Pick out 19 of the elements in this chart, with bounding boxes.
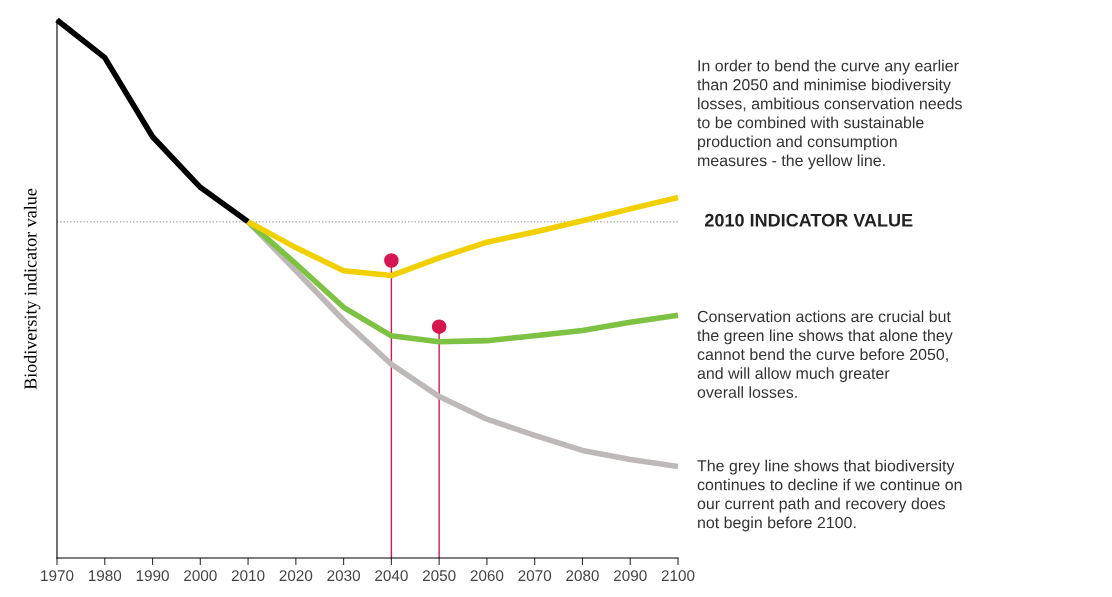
ref-line-label: 2010 INDICATOR VALUE (705, 213, 913, 227)
x-tick-label: 2040 (375, 570, 408, 582)
x-tick-label: 2030 (327, 570, 361, 582)
x-tick-label: 2080 (566, 570, 599, 582)
x-tick-label: 2090 (614, 570, 647, 582)
x-tick-label: 1970 (41, 570, 74, 582)
text: Conservation actions are crucial but the green line shows that alone they cannot bend the curve before 2050, and will allow much greater overall losses. (697, 310, 953, 398)
x-tick-label: 2000 (184, 570, 217, 582)
text: In order to bend the curve any earlier than 2050 and minimise biodiversity losses, ambitious conservation needs to be combined with sustainable production and consumption measures - the yellow line. (697, 59, 962, 170)
x-tick-label: 2050 (422, 570, 456, 582)
x-tick-label: 1990 (136, 570, 169, 582)
y-axis-title: Biodiversity indicator value (23, 188, 41, 390)
x-tick-label: 2020 (279, 570, 313, 582)
x-tick-label: 1980 (88, 570, 122, 582)
x-tick-label: 2070 (518, 570, 552, 582)
text: The grey line shows that biodiversity continues to decline if we continue on our current path and recovery does not begin before 2100. (697, 459, 962, 532)
x-tick-label: 2100 (661, 570, 695, 582)
x-tick-label: 2010 (231, 570, 265, 582)
x-tick-label: 2060 (470, 570, 504, 582)
